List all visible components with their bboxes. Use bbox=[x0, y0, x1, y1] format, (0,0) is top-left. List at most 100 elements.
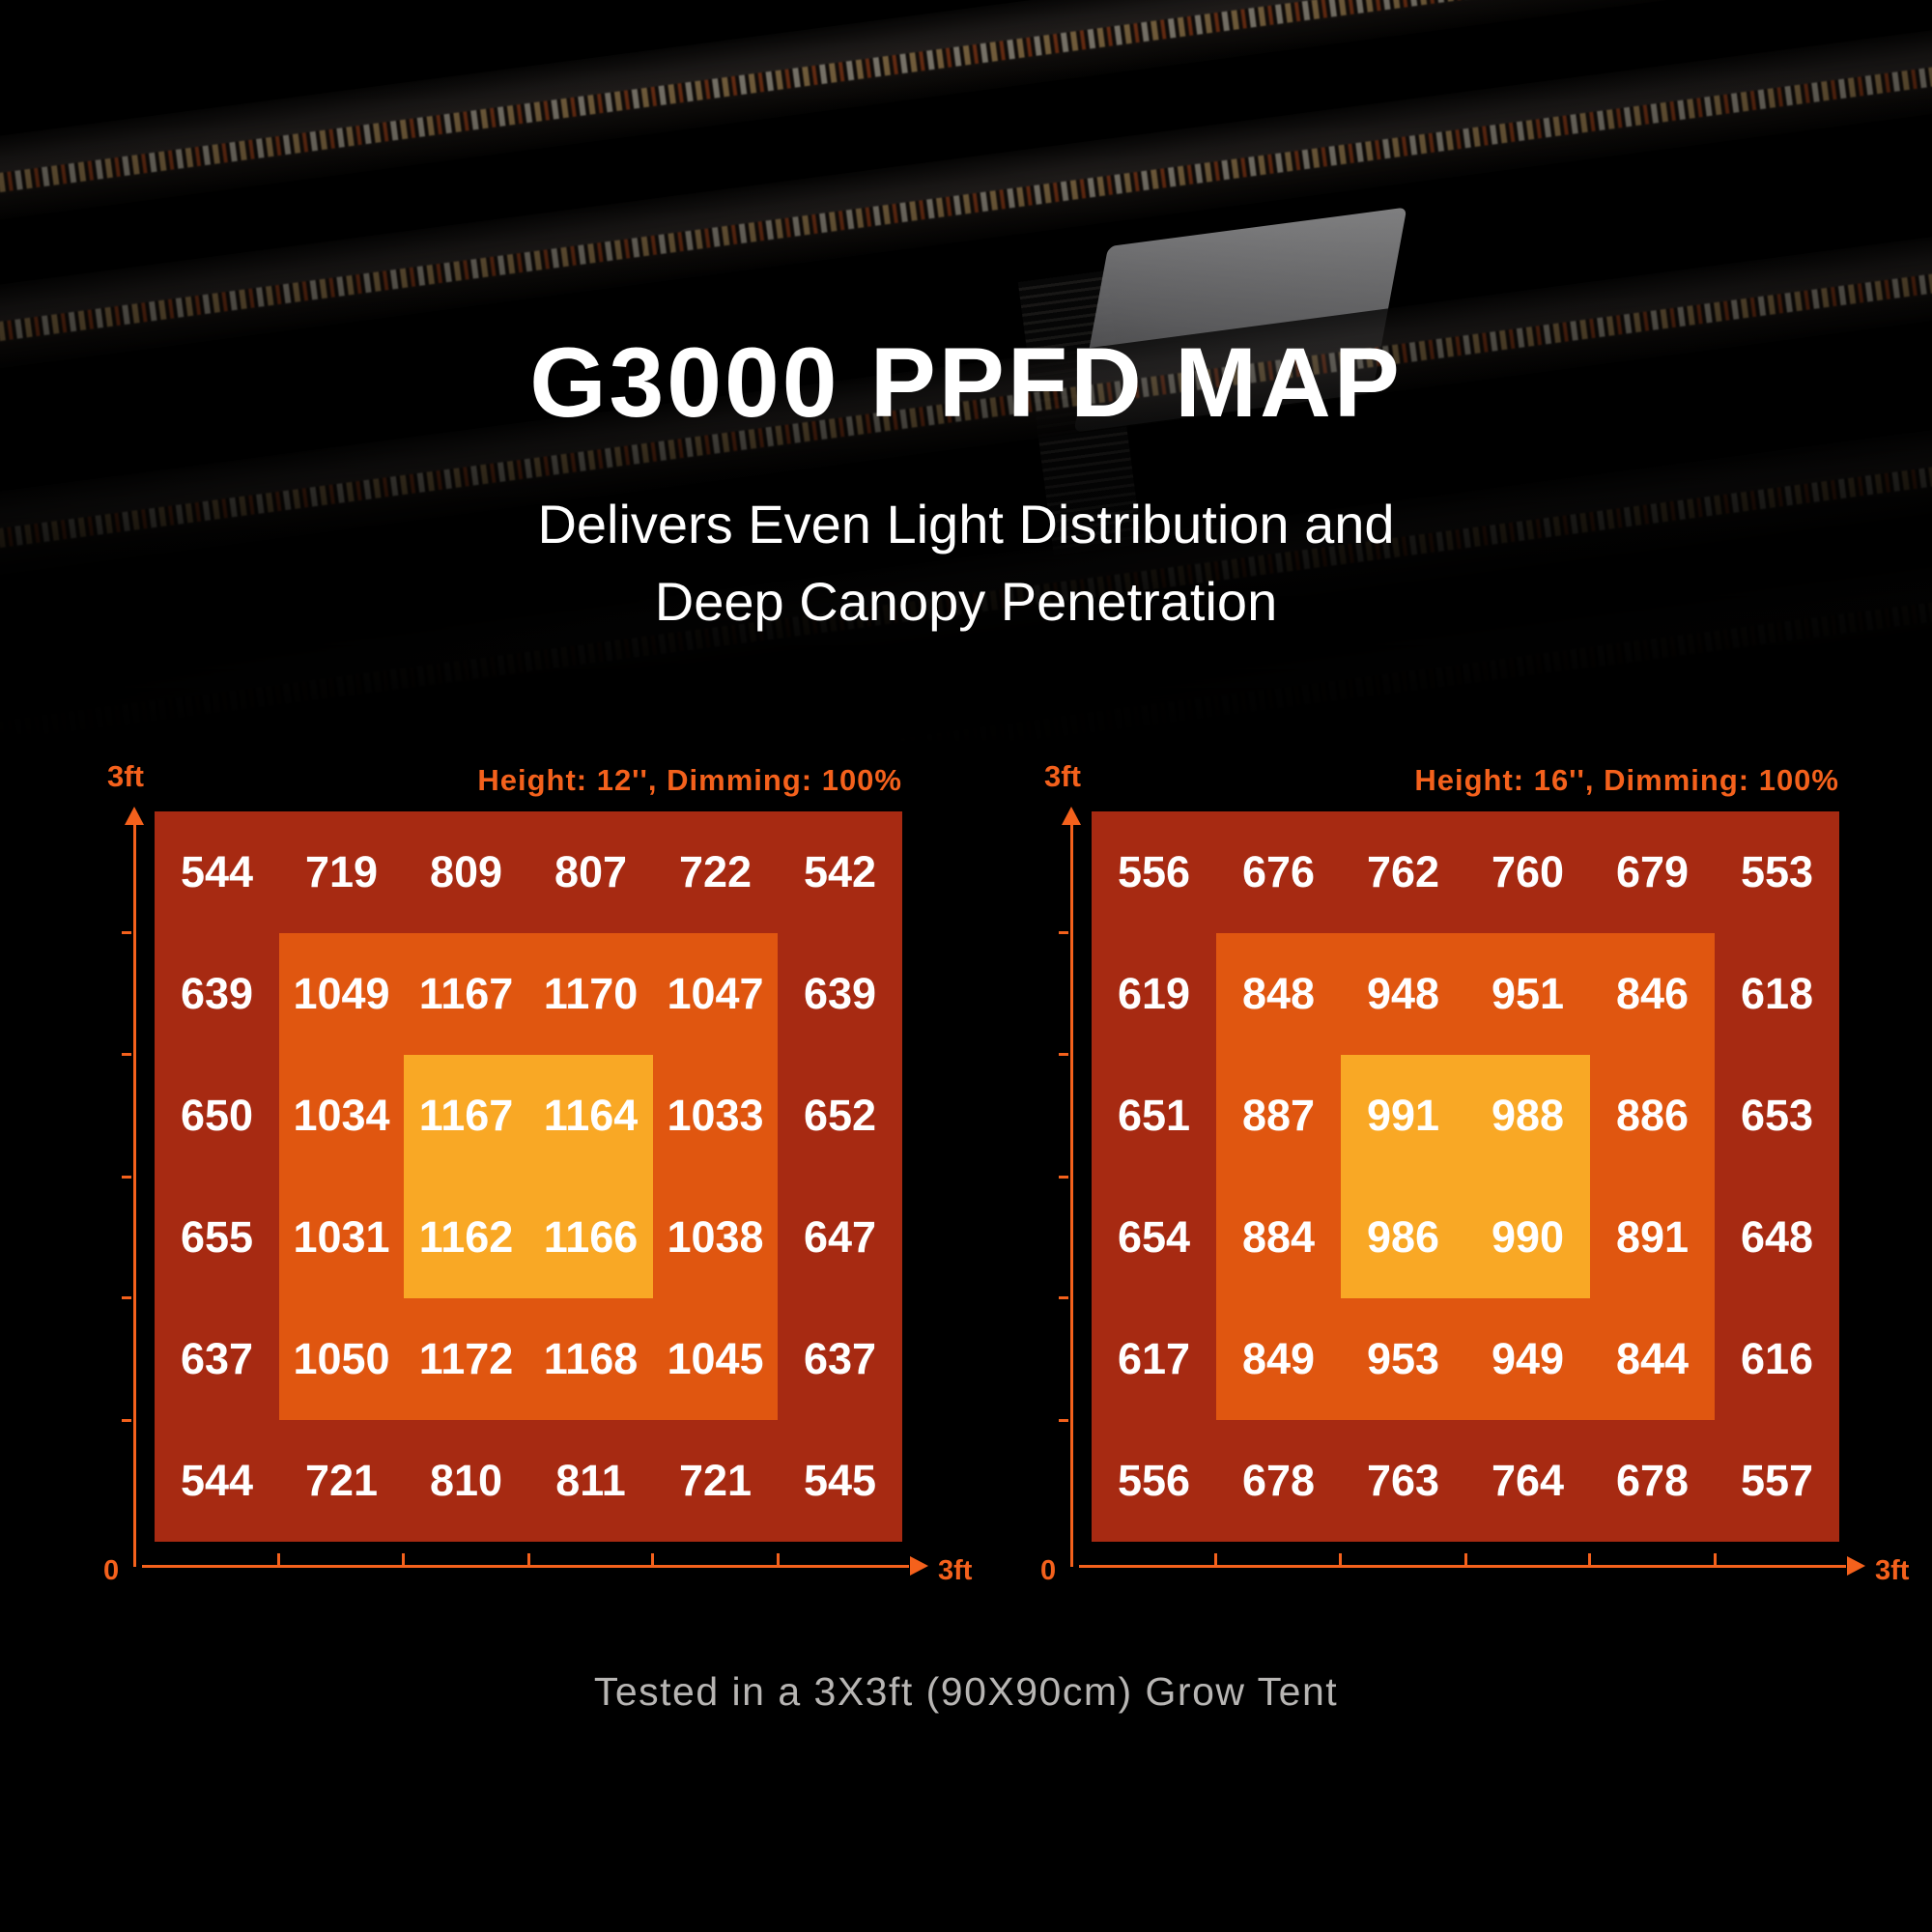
subtitle-line-1: Delivers Even Light Distribution and bbox=[537, 494, 1395, 554]
page-subtitle: Delivers Even Light Distribution and Dee… bbox=[0, 486, 1932, 640]
x-axis-tick bbox=[776, 1553, 780, 1565]
x-axis-tick bbox=[1339, 1553, 1343, 1565]
ppfd-cell: 722 bbox=[653, 811, 778, 933]
ppfd-cell: 1047 bbox=[653, 933, 778, 1055]
ppfd-cell: 653 bbox=[1715, 1055, 1839, 1177]
ppfd-cell: 1049 bbox=[279, 933, 404, 1055]
ppfd-cell: 1166 bbox=[528, 1177, 653, 1298]
y-axis-tick bbox=[1059, 1296, 1068, 1300]
ppfd-cell: 544 bbox=[155, 1420, 279, 1542]
y-axis-tick bbox=[1059, 1053, 1068, 1057]
ppfd-cell: 849 bbox=[1216, 1298, 1341, 1420]
ppfd-cell: 1170 bbox=[528, 933, 653, 1055]
hero-product-photo bbox=[0, 0, 1932, 763]
ppfd-cell: 618 bbox=[1715, 933, 1839, 1055]
ppfd-cell: 1033 bbox=[653, 1055, 778, 1177]
ppfd-cell: 891 bbox=[1590, 1177, 1715, 1298]
ppfd-cell: 1168 bbox=[528, 1298, 653, 1420]
x-axis-arrow-icon bbox=[1847, 1556, 1865, 1576]
ppfd-cell: 676 bbox=[1216, 811, 1341, 933]
ppfd-cell: 846 bbox=[1590, 933, 1715, 1055]
ppfd-cell: 553 bbox=[1715, 811, 1839, 933]
ppfd-grid: 544 719 809 807 722 542 639 1049 1167 1170 1047 639… bbox=[155, 811, 902, 1542]
subtitle-line-2: Deep Canopy Penetration bbox=[654, 571, 1278, 633]
ppfd-cell: 616 bbox=[1715, 1298, 1839, 1420]
ppfd-cell: 1045 bbox=[653, 1298, 778, 1420]
y-axis-arrow-icon bbox=[1062, 807, 1081, 825]
y-axis-max-label: 3ft bbox=[107, 759, 144, 793]
ppfd-cell: 650 bbox=[155, 1055, 279, 1177]
x-axis-origin-label: 0 bbox=[1040, 1555, 1057, 1586]
ppfd-cell: 991 bbox=[1341, 1055, 1465, 1177]
ppfd-cell: 647 bbox=[778, 1177, 902, 1298]
ppfd-cell: 655 bbox=[155, 1177, 279, 1298]
chart-title: Height: 12'', Dimming: 100% bbox=[477, 763, 902, 797]
ppfd-cell: 811 bbox=[528, 1420, 653, 1542]
ppfd-chart-12in: 3ft Height: 12'', Dimming: 100% 544 719 80… bbox=[101, 759, 1000, 1629]
ppfd-cell: 1038 bbox=[653, 1177, 778, 1298]
x-axis-ticks bbox=[1092, 1553, 1839, 1565]
y-axis-tick bbox=[122, 1053, 131, 1057]
ppfd-cell: 953 bbox=[1341, 1298, 1465, 1420]
ppfd-cell: 986 bbox=[1341, 1177, 1465, 1298]
y-axis-arrow-icon bbox=[125, 807, 144, 825]
ppfd-cell: 651 bbox=[1092, 1055, 1216, 1177]
x-axis-tick bbox=[651, 1553, 655, 1565]
ppfd-cell: 1050 bbox=[279, 1298, 404, 1420]
ppfd-cell: 1167 bbox=[404, 933, 528, 1055]
ppfd-cell: 988 bbox=[1465, 1055, 1590, 1177]
x-axis-tick bbox=[277, 1553, 281, 1565]
y-axis-ticks bbox=[1059, 811, 1070, 1542]
x-axis-origin-label: 0 bbox=[103, 1555, 120, 1586]
ppfd-cell: 764 bbox=[1465, 1420, 1590, 1542]
ppfd-cell: 678 bbox=[1216, 1420, 1341, 1542]
ppfd-cell: 639 bbox=[778, 933, 902, 1055]
ppfd-cell: 763 bbox=[1341, 1420, 1465, 1542]
y-axis bbox=[1062, 807, 1081, 1567]
ppfd-cell: 556 bbox=[1092, 811, 1216, 933]
x-axis-tick bbox=[1713, 1553, 1717, 1565]
x-axis-tick bbox=[1214, 1553, 1218, 1565]
ppfd-cell: 721 bbox=[279, 1420, 404, 1542]
chart-title: Height: 16'', Dimming: 100% bbox=[1414, 763, 1839, 797]
ppfd-cell: 544 bbox=[155, 811, 279, 933]
ppfd-cell: 887 bbox=[1216, 1055, 1341, 1177]
ppfd-grid: 556 676 762 760 679 553 619 848 948 951 846 618 651 8… bbox=[1092, 811, 1839, 1542]
y-axis-tick bbox=[122, 1175, 131, 1179]
ppfd-cell: 617 bbox=[1092, 1298, 1216, 1420]
ppfd-cell: 948 bbox=[1341, 933, 1465, 1055]
ppfd-cell: 545 bbox=[778, 1420, 902, 1542]
ppfd-cell: 951 bbox=[1465, 933, 1590, 1055]
x-axis-arrow-icon bbox=[910, 1556, 928, 1576]
ppfd-cell: 848 bbox=[1216, 933, 1341, 1055]
y-axis-tick bbox=[122, 1296, 131, 1300]
y-axis-tick bbox=[1059, 1418, 1068, 1422]
ppfd-cell: 1162 bbox=[404, 1177, 528, 1298]
ppfd-cell: 648 bbox=[1715, 1177, 1839, 1298]
ppfd-cell: 542 bbox=[778, 811, 902, 933]
ppfd-cell: 1034 bbox=[279, 1055, 404, 1177]
ppfd-cell: 807 bbox=[528, 811, 653, 933]
ppfd-chart-16in: 3ft Height: 16'', Dimming: 100% 556 676 76… bbox=[1038, 759, 1932, 1629]
y-axis-ticks bbox=[122, 811, 133, 1542]
ppfd-cell: 1164 bbox=[528, 1055, 653, 1177]
ppfd-cell: 844 bbox=[1590, 1298, 1715, 1420]
test-conditions-caption: Tested in a 3X3ft (90X90cm) Grow Tent bbox=[593, 1669, 1339, 1714]
ppfd-cell: 654 bbox=[1092, 1177, 1216, 1298]
ppfd-cell: 762 bbox=[1341, 811, 1465, 933]
ppfd-cell: 809 bbox=[404, 811, 528, 933]
x-axis-tick bbox=[526, 1553, 530, 1565]
headline: G3000 PPFD MAP Delivers Even Light Distr… bbox=[0, 327, 1932, 640]
page-title: G3000 PPFD MAP bbox=[529, 327, 1403, 438]
ppfd-cell: 1031 bbox=[279, 1177, 404, 1298]
ppfd-cell: 884 bbox=[1216, 1177, 1341, 1298]
ppfd-cell: 990 bbox=[1465, 1177, 1590, 1298]
x-axis-tick bbox=[402, 1553, 406, 1565]
y-axis-tick bbox=[122, 1418, 131, 1422]
x-axis-max-label: 3ft bbox=[1875, 1555, 1910, 1586]
vignette-overlay bbox=[0, 0, 1932, 763]
x-axis bbox=[1079, 1556, 1865, 1576]
ppfd-cell: 637 bbox=[778, 1298, 902, 1420]
ppfd-cell: 721 bbox=[653, 1420, 778, 1542]
